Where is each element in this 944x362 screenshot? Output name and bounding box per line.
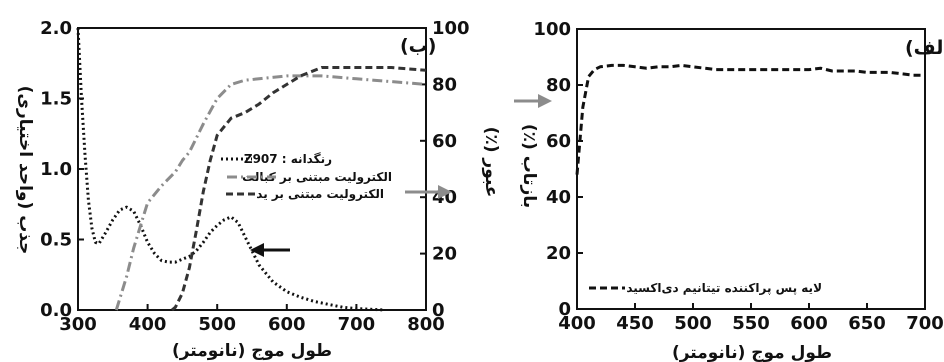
y2-tick-label: 0 [432, 300, 445, 321]
legend-label-tio2: لایه پس پراکننده تیتانیم دی‌اکسید [626, 281, 822, 295]
y2-tick-label: 20 [432, 244, 457, 265]
x-tick-label: 600 [790, 313, 828, 334]
x-tick-label: 600 [268, 314, 306, 335]
y-tick-label: 1.0 [40, 159, 72, 180]
chart-panel-b: 300 400 500 600 700 8000.00.51.01.52.00204060… [15, 18, 552, 361]
series-line-0-1 [114, 74, 427, 311]
panel-label-a: (الف) [905, 37, 944, 59]
y-tick-label: 1.5 [40, 89, 72, 110]
series-line-1-0 [575, 63, 925, 175]
y-tick-label: 40 [546, 187, 571, 208]
arrow-head-dye [250, 243, 264, 257]
legend-a: لایه پس پراکننده تیتانیم دی‌اکسید [589, 281, 822, 295]
y-tick-label: 0 [558, 299, 571, 320]
legend-b: رنگدانه : Z907 الکترولیت مبتنی بر کبالت … [221, 152, 392, 202]
series-line-0-2 [171, 66, 427, 312]
panel-label-b: (ب) [400, 35, 436, 57]
x-tick-label: 400 [558, 313, 596, 334]
y-tick-label: 60 [546, 131, 571, 152]
arrow-head-cobalt [438, 185, 452, 199]
ticks-a: 400 450 500 550 600 650 700 0 20 40 60 80 100 [533, 19, 943, 334]
series-group-b [76, 27, 427, 312]
y-tick-label: 2.0 [40, 18, 72, 39]
y2-tick-label: 80 [432, 74, 457, 95]
series-group-a [575, 63, 925, 175]
x-tick-label: 500 [674, 313, 712, 334]
legend-label-iodine: الکترولیت مبتنی بر ید [256, 187, 384, 202]
y-tick-label: 100 [533, 19, 571, 40]
x-axis-label-b: طول موج (نانومتر) [172, 341, 332, 361]
legend-label-cobalt: الکترولیت مبتنی بر کبالت [242, 170, 392, 185]
x-tick-label: 650 [848, 313, 886, 334]
legend-label-dye: رنگدانه : Z907 [244, 152, 332, 166]
x-tick-label: 700 [338, 314, 376, 335]
y-tick-label: 20 [546, 243, 571, 264]
x-axis-label-a: طول موج (نانومتر) [672, 343, 832, 362]
y-axis-label-b: جذب (واحد اختیاری) [15, 86, 35, 255]
y-tick-label: 0.5 [40, 230, 72, 251]
x-tick-label: 400 [129, 314, 167, 335]
x-tick-label: 500 [198, 314, 236, 335]
arrow-head-iodine [538, 94, 552, 108]
x-tick-label: 700 [906, 313, 944, 334]
y2-tick-label: 60 [432, 131, 457, 152]
x-tick-label: 300 [59, 314, 97, 335]
x-tick-label: 800 [407, 314, 445, 335]
arrows-b [250, 94, 552, 257]
y2-tick-label: 100 [432, 18, 470, 39]
y2-axis-label-b: عبور (٪) [481, 127, 501, 198]
y-tick-label: 80 [546, 75, 571, 96]
y-axis-label-a: بازتاب (٪) [519, 124, 539, 208]
x-tick-label: 550 [732, 313, 770, 334]
series-line-0-0 [76, 27, 385, 312]
x-tick-label: 450 [616, 313, 654, 334]
y-tick-label: 0.0 [40, 300, 72, 321]
